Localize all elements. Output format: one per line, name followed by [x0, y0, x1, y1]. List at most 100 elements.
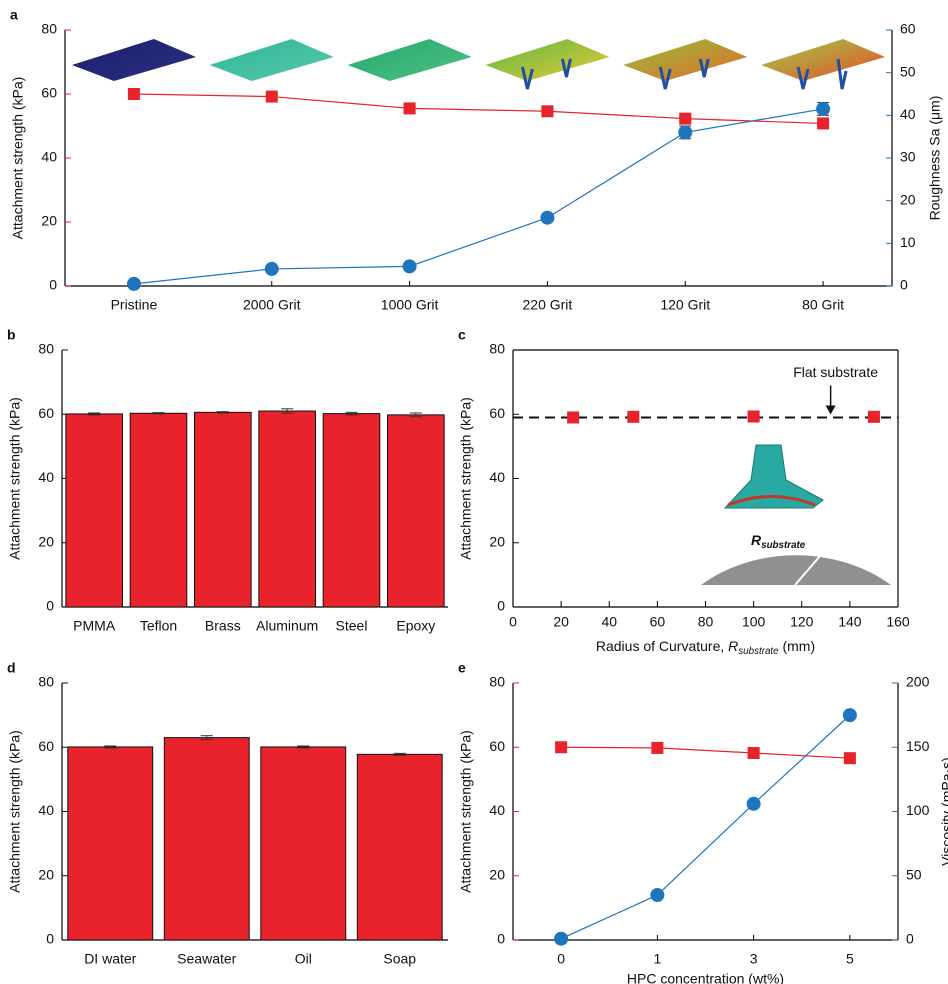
- x-tick-label: 140: [838, 614, 862, 630]
- surface-image: [761, 39, 885, 81]
- y-tick-label: 80: [489, 674, 505, 690]
- y-axis-label: Attachment strength (kPa): [10, 77, 26, 240]
- x-tick-label: 120: [790, 614, 814, 630]
- series-line: [561, 747, 850, 758]
- y2-tick-label: 30: [900, 149, 916, 165]
- x-tick-label: Seawater: [177, 951, 236, 967]
- x-tick-label: 1000 Grit: [381, 297, 439, 313]
- y-axis-label: Attachment strength (kPa): [458, 730, 474, 893]
- marker: [128, 88, 140, 100]
- x-tick-label: 100: [742, 614, 766, 630]
- y-tick-label: 20: [489, 866, 505, 882]
- figure: a0204060800102030405060Attachment streng…: [0, 0, 948, 984]
- y2-tick-label: 100: [906, 802, 930, 818]
- marker: [816, 102, 830, 116]
- y-tick-label: 40: [489, 802, 505, 818]
- radius-arrowhead: [851, 506, 863, 516]
- y-tick-label: 60: [489, 738, 505, 754]
- y2-axis-label: Viscosity (mPa·s): [939, 757, 948, 866]
- x-tick-label: 3: [750, 951, 758, 967]
- marker: [679, 113, 691, 125]
- inset-illustration: [701, 445, 891, 585]
- bar: [388, 415, 445, 607]
- bar: [164, 738, 249, 940]
- y-tick-label: 40: [38, 469, 54, 485]
- y2-tick-label: 0: [906, 931, 914, 947]
- y-tick-label: 0: [497, 931, 505, 947]
- marker: [843, 708, 857, 722]
- y-tick-label: 20: [41, 213, 57, 229]
- panel-letter: c: [458, 327, 466, 343]
- y2-tick-label: 0: [900, 277, 908, 293]
- x-tick-label: 0: [557, 951, 565, 967]
- x-tick-label: DI water: [84, 951, 136, 967]
- y2-tick-label: 10: [900, 234, 916, 250]
- y-tick-label: 0: [46, 598, 54, 614]
- marker: [651, 742, 663, 754]
- x-tick-label: 80: [698, 614, 714, 630]
- marker: [554, 932, 568, 946]
- marker: [555, 741, 567, 753]
- marker: [817, 117, 829, 129]
- y2-tick-label: 60: [900, 21, 916, 37]
- marker: [404, 102, 416, 114]
- label-part: (mm): [779, 638, 816, 654]
- x-tick-label: 40: [601, 614, 617, 630]
- y-axis-label: Attachment strength (kPa): [7, 397, 23, 560]
- bar: [259, 411, 316, 607]
- y-tick-label: 0: [497, 598, 505, 614]
- bar: [130, 413, 187, 607]
- surface-image: [623, 39, 747, 81]
- surface-image: [348, 39, 472, 81]
- y2-axis-label: Roughness Sa (μm): [927, 96, 943, 221]
- marker: [627, 411, 639, 423]
- marker: [266, 91, 278, 103]
- x-tick-label: 60: [650, 614, 666, 630]
- label-part: substrate: [738, 646, 779, 657]
- x-tick-label: 0: [509, 614, 517, 630]
- x-tick-label: 20: [553, 614, 569, 630]
- bar: [261, 747, 346, 940]
- panel-letter: b: [7, 327, 16, 343]
- y-tick-label: 60: [489, 405, 505, 421]
- surface-image: [485, 39, 609, 81]
- marker: [844, 752, 856, 764]
- bar: [195, 412, 252, 607]
- y-tick-label: 60: [38, 738, 54, 754]
- surface-image: [210, 39, 334, 81]
- y-tick-label: 80: [38, 674, 54, 690]
- y-tick-label: 0: [46, 931, 54, 947]
- inset-label: Rsubstrate: [751, 532, 806, 551]
- x-tick-label: 1: [653, 951, 661, 967]
- panel-letter: d: [7, 660, 16, 676]
- y2-tick-label: 150: [906, 738, 930, 754]
- marker: [868, 411, 880, 423]
- marker: [748, 747, 760, 759]
- marker: [403, 259, 417, 273]
- marker: [265, 262, 279, 276]
- y-tick-label: 80: [38, 341, 54, 357]
- panel-letter: a: [10, 7, 18, 23]
- marker: [540, 211, 554, 225]
- substrate: [701, 555, 891, 585]
- y2-tick-label: 50: [906, 866, 922, 882]
- x-tick-label: Pristine: [111, 297, 158, 313]
- annotation-arrowhead: [826, 405, 836, 414]
- series-line: [561, 715, 850, 939]
- marker: [567, 411, 579, 423]
- x-tick-label: 160: [886, 614, 910, 630]
- x-tick-label: Teflon: [140, 618, 177, 634]
- x-tick-label: Aluminum: [256, 618, 318, 634]
- x-tick-label: 5: [846, 951, 854, 967]
- y-tick-label: 40: [38, 802, 54, 818]
- y2-tick-label: 40: [900, 106, 916, 122]
- y2-tick-label: 200: [906, 674, 930, 690]
- bar: [357, 754, 442, 940]
- label-part: R: [728, 638, 738, 654]
- y-tick-label: 20: [38, 533, 54, 549]
- bar: [68, 747, 153, 940]
- x-tick-label: PMMA: [73, 618, 116, 634]
- x-tick-label: 80 Grit: [802, 297, 844, 313]
- x-tick-label: Oil: [295, 951, 312, 967]
- y2-tick-label: 20: [900, 191, 916, 207]
